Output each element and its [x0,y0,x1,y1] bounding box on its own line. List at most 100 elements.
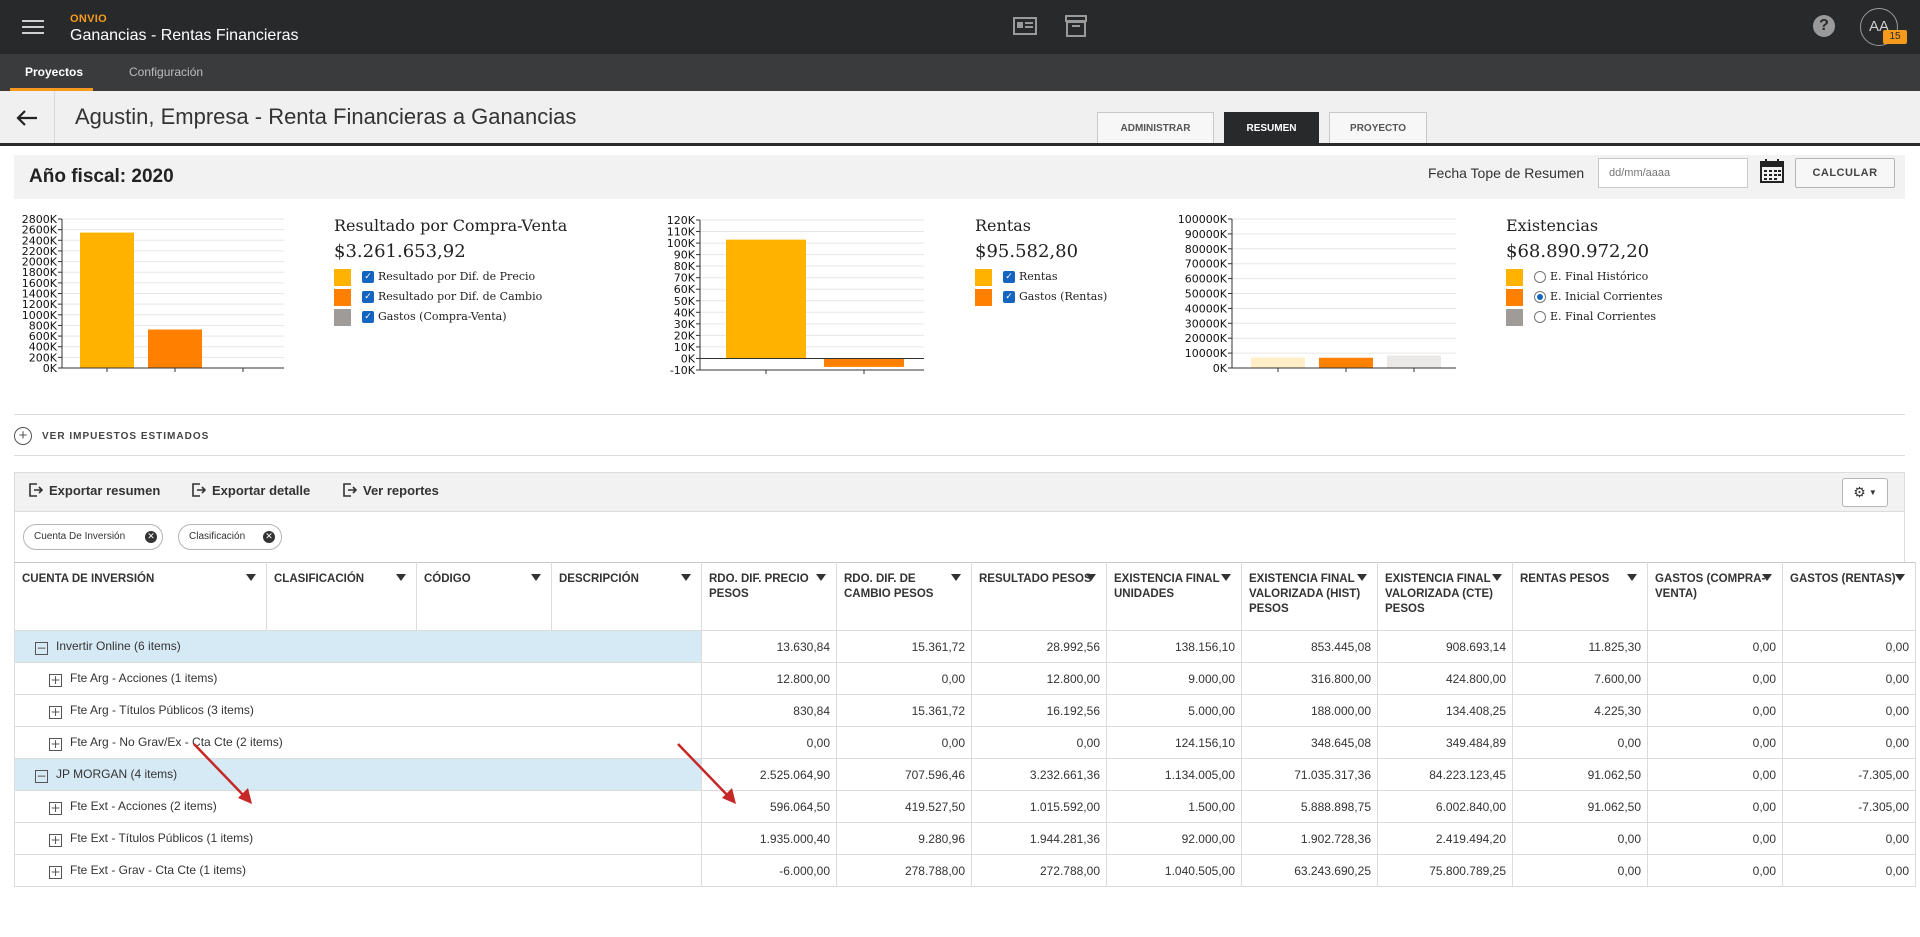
tab-proyecto[interactable]: PROYECTO [1329,112,1427,143]
column-menu-icon[interactable] [396,574,406,581]
back-arrow-icon[interactable] [15,109,39,127]
column-header[interactable]: CUENTA DE INVERSIÓN [14,562,267,631]
collapse-icon[interactable]: − [35,768,48,783]
legend-item[interactable]: ✓ Gastos (Rentas) [975,289,1107,309]
chip-label: Cuenta De Inversión [34,531,126,542]
export-detail-button[interactable]: Exportar detalle [192,483,310,503]
subgroup-row[interactable]: + Fte Ext - Acciones (2 items) 596.064,50 4… [14,790,1916,823]
remove-chip-icon[interactable]: ✕ [145,531,157,543]
legend-radio[interactable] [1534,291,1546,303]
legend-checkbox[interactable]: ✓ [362,271,374,283]
remove-chip-icon[interactable]: ✕ [263,531,275,543]
legend-swatch [334,289,351,306]
column-header[interactable]: EXISTENCIA FINAL VALORIZADA (CTE) PESOS [1377,562,1513,631]
subgroup-row[interactable]: + Fte Ext - Títulos Públicos (1 items) 1.9… [14,822,1916,855]
reports-label: Ver reportes [363,483,439,498]
column-header[interactable]: EXISTENCIA FINAL VALORIZADA (HIST) PESOS [1241,562,1378,631]
column-menu-icon[interactable] [816,574,826,581]
group-row[interactable]: − Invertir Online (6 items) 13.630,84 15.36… [14,630,1916,663]
expand-icon[interactable]: + [49,736,62,751]
table-cell: 0,00 [836,726,972,759]
tab-proyectos[interactable]: Proyectos [25,65,84,79]
column-menu-icon[interactable] [1221,574,1231,581]
tab-resumen[interactable]: RESUMEN [1224,112,1319,143]
reports-button[interactable]: Ver reportes [343,483,439,503]
legend-item[interactable]: ✓ Resultado por Dif. de Precio [334,269,567,289]
export-summary-button[interactable]: Exportar resumen [29,483,160,503]
chart-total-value: $3.261.653,92 [334,241,466,262]
subgroup-row[interactable]: + Fte Arg - No Grav/Ex - Cta Cte (2 items… [14,726,1916,759]
legend-item[interactable]: ✓ Gastos (Compra-Venta) [334,309,567,329]
tab-configuracion[interactable]: Configuración [129,65,204,79]
subgroup-row[interactable]: + Fte Ext - Grav - Cta Cte (1 items) -6.00… [14,854,1916,887]
expand-icon[interactable]: + [49,704,62,719]
expand-icon[interactable]: + [49,832,62,847]
hamburger-menu-icon[interactable] [22,16,44,38]
ver-impuestos-toggle[interactable]: VER IMPUESTOS ESTIMADOS [42,431,210,442]
group-chip-cuenta[interactable]: Cuenta De Inversión ✕ [23,524,163,550]
legend-radio[interactable] [1534,311,1546,323]
calcular-button[interactable]: CALCULAR [1795,158,1895,188]
column-menu-icon[interactable] [1895,574,1905,581]
legend-checkbox[interactable]: ✓ [1003,271,1015,283]
contact-card-icon[interactable] [1013,15,1037,37]
expand-icon[interactable]: + [49,864,62,879]
column-menu-icon[interactable] [1762,574,1772,581]
tick-label: 800K [29,319,58,332]
legend-radio[interactable] [1534,271,1546,283]
tick-label: 40000K [1185,302,1228,315]
column-header[interactable]: DESCRIPCIÓN [551,562,702,631]
table-cell: 92.000,00 [1106,822,1242,855]
table-cell: -7.305,00 [1782,758,1916,791]
table-cell: 3.232.661,36 [971,758,1107,791]
column-header[interactable]: RESULTADO PESOS [971,562,1107,631]
legend-item[interactable]: E. Final Histórico [1506,269,1649,289]
column-header[interactable]: EXISTENCIA FINAL UNIDADES [1106,562,1242,631]
table-cell: 0,00 [1647,758,1783,791]
expand-icon[interactable]: + [49,800,62,815]
column-menu-icon[interactable] [681,574,691,581]
column-menu-icon[interactable] [1492,574,1502,581]
gear-icon: ⚙ [1853,484,1866,500]
data-table: CUENTA DE INVERSIÓN CLASIFICACIÓN CÓDIGO DE… [14,562,1916,887]
column-menu-icon[interactable] [246,574,256,581]
column-menu-icon[interactable] [1627,574,1637,581]
legend-item[interactable]: E. Final Corrientes [1506,309,1656,329]
column-header-label: EXISTENCIA FINAL UNIDADES [1114,573,1220,600]
calendar-icon[interactable] [1760,159,1784,183]
group-row[interactable]: − JP MORGAN (4 items) 2.525.064,90 707.596,… [14,758,1916,791]
legend-checkbox[interactable]: ✓ [1003,291,1015,303]
expand-icon[interactable]: + [14,427,32,445]
tick-label: 100000K [1178,213,1228,226]
column-header[interactable]: CÓDIGO [416,562,552,631]
column-menu-icon[interactable] [1086,574,1096,581]
legend-checkbox[interactable]: ✓ [362,291,374,303]
column-header[interactable]: GASTOS (RENTAS) [1782,562,1916,631]
column-header[interactable]: RDO. DIF. DE CAMBIO PESOS [836,562,972,631]
column-header[interactable]: RDO. DIF. PRECIO PESOS [701,562,837,631]
column-header[interactable]: RENTAS PESOS [1512,562,1648,631]
archive-icon[interactable] [1064,15,1088,37]
legend-checkbox[interactable]: ✓ [362,311,374,323]
help-icon[interactable]: ? [1813,15,1835,37]
subgroup-row[interactable]: + Fte Arg - Acciones (1 items) 12.800,00 0,… [14,662,1916,695]
settings-dropdown-button[interactable]: ⚙ ▼ [1842,478,1888,507]
column-menu-icon[interactable] [1357,574,1367,581]
table-cell: 0,00 [971,726,1107,759]
column-menu-icon[interactable] [951,574,961,581]
tick-label: 1600K [22,277,58,290]
collapse-icon[interactable]: − [35,640,48,655]
legend-item[interactable]: E. Inicial Corrientes [1506,289,1662,309]
legend-item[interactable]: ✓ Rentas [975,269,1078,289]
subgroup-row[interactable]: + Fte Arg - Títulos Públicos (3 items) 830… [14,694,1916,727]
column-header[interactable]: CLASIFICACIÓN [266,562,417,631]
table-cell: 2.419.494,20 [1377,822,1513,855]
tab-administrar[interactable]: ADMINISTRAR [1097,112,1214,143]
fecha-tope-input[interactable] [1598,158,1748,188]
group-chip-clasificacion[interactable]: Clasificación ✕ [178,524,282,550]
column-header[interactable]: GASTOS (COMPRA-VENTA) [1647,562,1783,631]
table-cell: 124.156,10 [1106,726,1242,759]
column-menu-icon[interactable] [531,574,541,581]
expand-icon[interactable]: + [49,672,62,687]
legend-item[interactable]: ✓ Resultado por Dif. de Cambio [334,289,567,309]
